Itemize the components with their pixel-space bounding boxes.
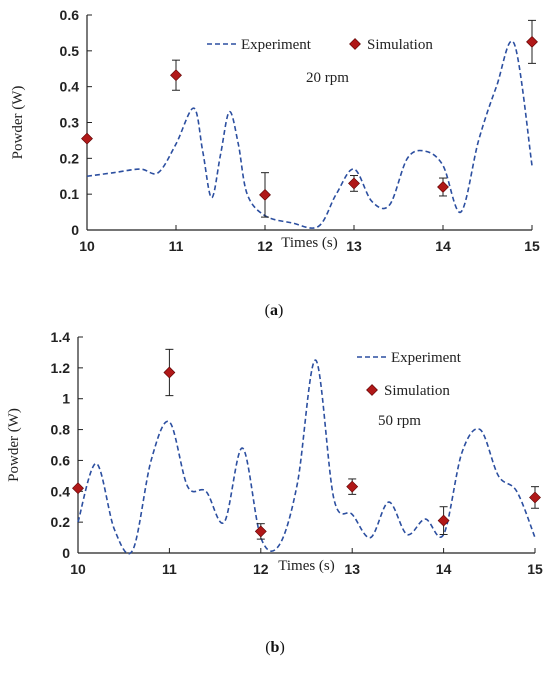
x-tick-label: 12 — [257, 238, 273, 254]
y-tick-label: 0.1 — [60, 186, 80, 202]
x-tick-label: 11 — [169, 238, 184, 254]
y-tick-label: 0.3 — [60, 115, 80, 131]
simulation-point — [437, 181, 449, 193]
x-tick-label: 13 — [344, 561, 360, 577]
simulation-point — [346, 480, 359, 493]
x-tick-label: 14 — [435, 238, 451, 254]
legend-experiment-label: Experiment — [391, 350, 462, 366]
y-tick-label: 0.5 — [60, 43, 80, 59]
experiment-line — [86, 40, 533, 229]
chart-a: 0 0.1 0.2 0.3 0.4 0.5 0.6 10 11 12 13 14 15 Times (s)… — [10, 7, 540, 319]
y-axis-label: Powder (W) — [10, 86, 26, 160]
simulation-point — [259, 188, 271, 201]
y-tick-label: 0.6 — [60, 7, 80, 23]
legend-simulation-label: Simulation — [367, 37, 433, 53]
simulation-point — [72, 482, 84, 495]
y-tick-label: 0.4 — [51, 483, 71, 499]
y-tick-label: 0.2 — [51, 514, 71, 530]
simulation-point — [170, 69, 182, 82]
legend-experiment-label: Experiment — [241, 37, 312, 53]
y-tick-label: 0.4 — [60, 79, 80, 95]
x-tick-label: 11 — [162, 561, 177, 577]
figure-caption: (b) — [265, 639, 285, 656]
simulation-point — [81, 132, 93, 145]
x-axis-label: Times (s) — [281, 235, 338, 251]
x-tick-label: 15 — [527, 561, 543, 577]
simulation-point — [526, 35, 538, 48]
x-tick-label: 14 — [436, 561, 452, 577]
y-axis-label: Powder (W) — [6, 408, 22, 482]
caption-letter: b — [271, 639, 280, 656]
y-tick-label: 1.2 — [51, 360, 71, 376]
x-tick-label: 13 — [346, 238, 362, 254]
x-axis-label: Times (s) — [278, 558, 335, 574]
y-tick-label: 1 — [62, 391, 70, 407]
x-tick-label: 15 — [524, 238, 540, 254]
x-tick-label: 10 — [70, 561, 86, 577]
caption-letter: a — [270, 302, 278, 319]
y-tick-label: 0 — [71, 222, 79, 238]
experiment-line — [77, 359, 536, 555]
legend-simulation-label: Simulation — [384, 383, 450, 399]
rpm-annotation: 20 rpm — [306, 70, 349, 86]
y-tick-label: 0.6 — [51, 452, 71, 468]
chart-b: 0 0.2 0.4 0.6 0.8 1 1.2 1.4 10 11 12 13 14 15 Times (s… — [6, 330, 543, 656]
simulation-point — [348, 177, 360, 190]
legend-simulation-swatch — [366, 384, 378, 396]
y-tick-label: 0 — [62, 545, 70, 561]
x-tick-label: 12 — [253, 561, 269, 577]
simulation-point — [529, 491, 541, 504]
y-tick-label: 1.4 — [51, 330, 71, 345]
simulation-point — [437, 514, 450, 527]
legend-simulation-swatch — [349, 38, 361, 50]
simulation-point — [254, 525, 267, 538]
figure-caption: (a) — [265, 302, 284, 319]
rpm-annotation: 50 rpm — [378, 413, 421, 429]
simulation-point — [163, 366, 176, 379]
x-tick-label: 10 — [79, 238, 95, 254]
y-tick-label: 0.2 — [60, 150, 80, 166]
y-tick-label: 0.8 — [51, 422, 71, 438]
